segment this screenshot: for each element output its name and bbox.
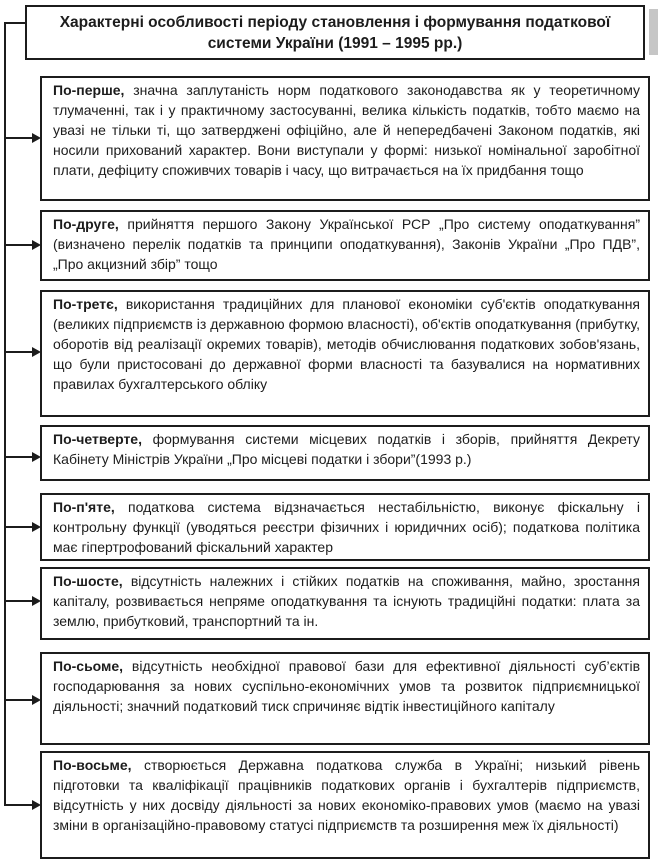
feature-text: податкова система відзначається нестабіл… <box>53 499 640 555</box>
feature-text: значна заплутаність норм податкового зак… <box>53 82 640 178</box>
feature-paragraph: По-четверте, формування системи місцевих… <box>53 429 640 469</box>
title-box: Характерні особливості періоду становлен… <box>25 5 645 60</box>
arrow-3 <box>4 347 41 357</box>
feature-box-5: По-п'яте, податкова система відзначаєтьс… <box>40 493 650 561</box>
feature-paragraph: По-перше, значна заплутаність норм подат… <box>53 80 640 180</box>
arrowhead-icon <box>32 522 41 532</box>
arrowhead-icon <box>32 347 41 357</box>
feature-box-3: По-третє, використання традиційних для п… <box>40 290 650 417</box>
feature-box-6: По-шосте, відсутність належних і стійких… <box>40 567 650 640</box>
feature-paragraph: По-сьоме, відсутність необхідної правово… <box>53 656 640 716</box>
arrow-2 <box>4 240 41 250</box>
feature-paragraph: По-п'яте, податкова система відзначаєтьс… <box>53 497 640 557</box>
feature-paragraph: По-друге, прийняття першого Закону Украї… <box>53 214 640 274</box>
feature-text: формування системи місцевих податків і з… <box>53 431 640 467</box>
arrowhead-icon <box>32 452 41 462</box>
arrow-4 <box>4 452 41 462</box>
feature-paragraph: По-шосте, відсутність належних і стійких… <box>53 571 640 631</box>
feature-box-4: По-четверте, формування системи місцевих… <box>40 425 650 481</box>
feature-lead: По-перше, <box>53 82 125 98</box>
arrow-8 <box>4 800 41 810</box>
arrow-1 <box>4 133 41 143</box>
feature-text: відсутність належних і стійких податків … <box>53 573 640 629</box>
arrowhead-icon <box>32 695 41 705</box>
arrow-7 <box>4 695 41 705</box>
feature-lead: По-четверте, <box>53 431 142 447</box>
arrowhead-icon <box>32 800 41 810</box>
feature-text: прийняття першого Закону Української РСР… <box>53 216 641 272</box>
feature-lead: По-третє, <box>53 296 118 312</box>
feature-text: використання традиційних для планової ек… <box>53 296 641 392</box>
feature-lead: По-шосте, <box>53 573 123 589</box>
arrowhead-icon <box>32 596 41 606</box>
feature-paragraph: По-восьме, створюється Державна податков… <box>53 755 640 835</box>
feature-lead: По-сьоме, <box>53 658 124 674</box>
feature-text: відсутність необхідної правової бази для… <box>53 658 641 714</box>
feature-box-8: По-восьме, створюється Державна податков… <box>40 751 650 859</box>
arrowhead-icon <box>32 240 41 250</box>
arrow-6 <box>4 596 41 606</box>
feature-box-1: По-перше, значна заплутаність норм подат… <box>40 76 650 201</box>
feature-text: створюється Державна податкова служба в … <box>53 757 641 833</box>
feature-paragraph: По-третє, використання традиційних для п… <box>53 294 640 394</box>
feature-lead: По-друге, <box>53 216 119 232</box>
feature-box-7: По-сьоме, відсутність необхідної правово… <box>40 652 650 745</box>
title-box-shadow <box>649 9 658 55</box>
feature-box-2: По-друге, прийняття першого Закону Украї… <box>40 210 650 281</box>
feature-lead: По-п'яте, <box>53 499 115 515</box>
feature-lead: По-восьме, <box>53 757 132 773</box>
arrowhead-icon <box>32 133 41 143</box>
arrow-5 <box>4 522 41 532</box>
page-title: Характерні особливості періоду становлен… <box>59 13 611 52</box>
